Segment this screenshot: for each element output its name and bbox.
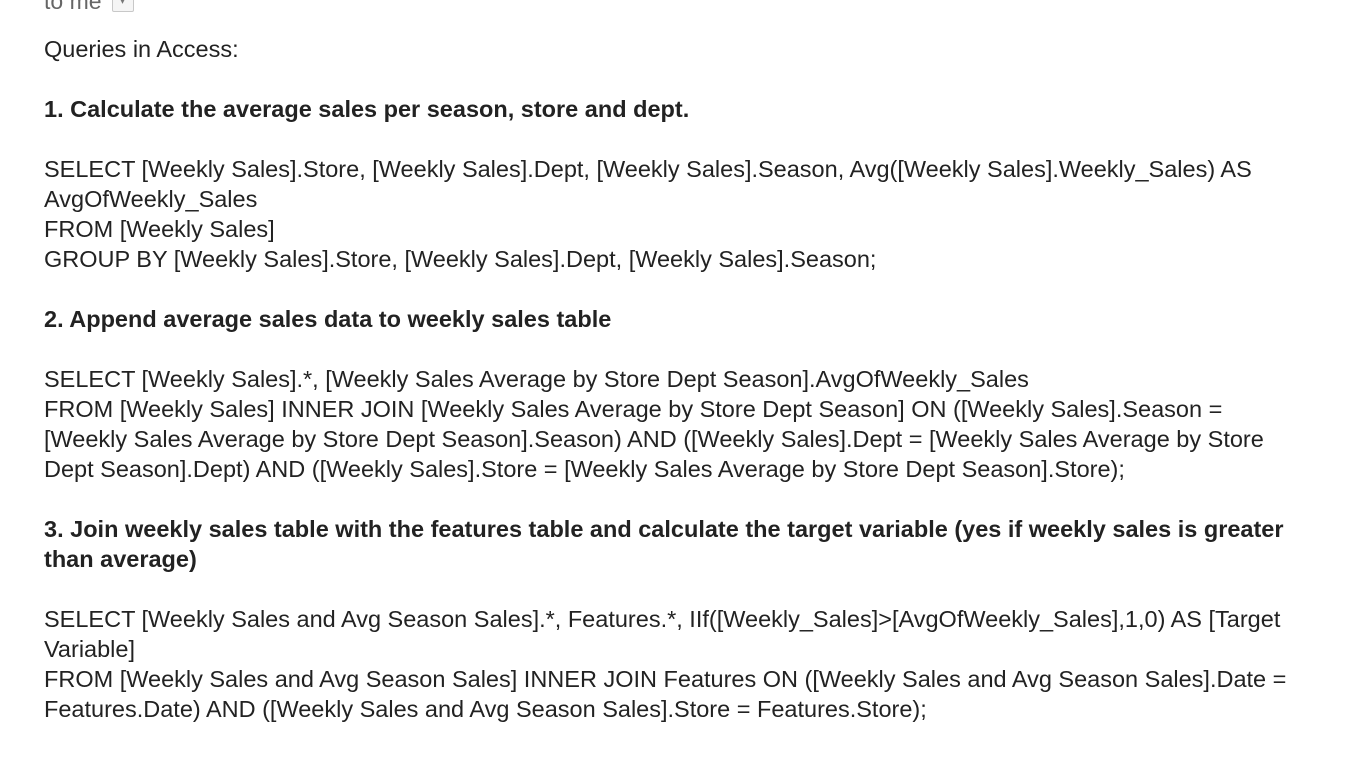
sql-line: GROUP BY [Weekly Sales].Store, [Weekly S…: [44, 246, 877, 272]
section-2-sql: SELECT [Weekly Sales].*, [Weekly Sales A…: [44, 364, 1309, 484]
sql-line: FROM [Weekly Sales]: [44, 216, 275, 242]
recipient-label: to me: [44, 0, 102, 14]
section-3-heading: 3. Join weekly sales table with the feat…: [44, 516, 1284, 572]
recipient-line: to me ▾: [44, 0, 134, 15]
intro-text: Queries in Access:: [44, 36, 239, 62]
section-3-sql: SELECT [Weekly Sales and Avg Season Sale…: [44, 604, 1309, 724]
section-1-heading: 1. Calculate the average sales per seaso…: [44, 96, 690, 122]
sql-line: SELECT [Weekly Sales].Store, [Weekly Sal…: [44, 156, 1252, 212]
sql-line: SELECT [Weekly Sales].*, [Weekly Sales A…: [44, 366, 1029, 392]
sql-line: SELECT [Weekly Sales and Avg Season Sale…: [44, 606, 1281, 662]
sql-line: FROM [Weekly Sales and Avg Season Sales]…: [44, 666, 1287, 722]
section-1-sql: SELECT [Weekly Sales].Store, [Weekly Sal…: [44, 154, 1309, 274]
email-body: Queries in Access: 1. Calculate the aver…: [44, 34, 1309, 754]
section-2-heading: 2. Append average sales data to weekly s…: [44, 306, 612, 332]
chevron-down-icon[interactable]: ▾: [111, 0, 134, 12]
sql-line: FROM [Weekly Sales] INNER JOIN [Weekly S…: [44, 396, 1264, 482]
